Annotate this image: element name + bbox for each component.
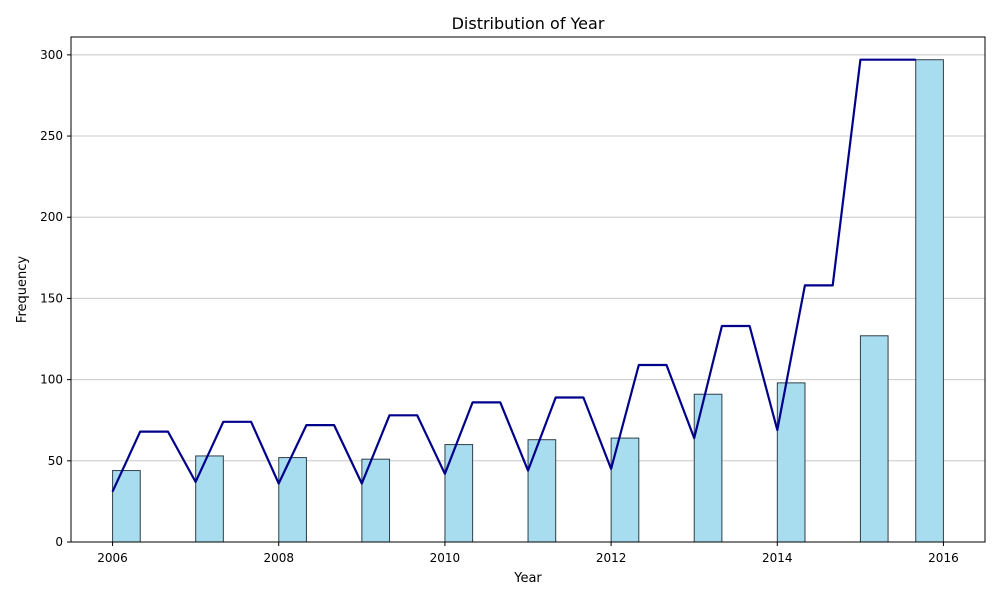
x-tick-label: 2010 [430,551,461,565]
y-tick-label: 250 [40,129,63,143]
axes-frame [70,36,986,543]
histogram-bar [444,444,474,543]
histogram-bar [278,457,307,543]
x-tick-label: 2008 [263,551,294,565]
y-tick-label: 200 [40,210,63,224]
x-tick-label: 2006 [97,551,128,565]
y-tick-label: 100 [40,373,63,387]
chart-title: Distribution of Year [452,14,605,33]
histogram-bar [915,59,944,543]
x-tick-label: 2012 [596,551,627,565]
y-axis-label: Frequency [15,256,30,323]
line-series [111,58,916,493]
y-tick-label: 150 [40,291,63,305]
bars [112,59,944,543]
x-tick-label: 2016 [928,551,959,565]
ticks: 0 50 100 150 200 250 300 2006 2008 2010 2012 2014 20… [40,48,959,565]
histogram-bar [527,439,557,543]
y-tick-label: 0 [55,535,63,549]
x-axis-label: Year [513,571,542,586]
histogram-bar [693,393,723,543]
y-tick-label: 50 [48,454,63,468]
histogram-bar [859,335,889,543]
trend-line [111,58,916,493]
gridlines [71,54,985,462]
histogram-bar [195,455,224,543]
x-tick-label: 2014 [762,551,793,565]
y-tick-label: 300 [40,48,63,62]
